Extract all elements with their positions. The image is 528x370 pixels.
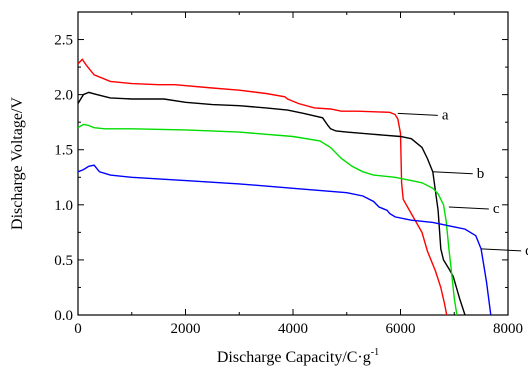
series-line-b bbox=[77, 91, 466, 316]
x-tick-label: 6000 bbox=[386, 321, 416, 337]
x-axis-title-main: Discharge Capacity/C·g bbox=[217, 349, 371, 366]
x-tick-label: 8000 bbox=[493, 321, 523, 337]
y-tick-label: 2.0 bbox=[54, 88, 73, 104]
plot-frame bbox=[77, 11, 509, 316]
y-tick-label: 1.5 bbox=[54, 143, 73, 159]
x-tick-label: 4000 bbox=[278, 321, 308, 337]
y-axis-title: Discharge Voltage/V bbox=[9, 97, 26, 230]
series-label-d: d bbox=[525, 243, 528, 259]
series-line-c bbox=[77, 123, 458, 316]
x-axis-title: Discharge Capacity/C·g-1 bbox=[217, 347, 379, 366]
leader-line-c bbox=[448, 206, 489, 210]
x-axis-title-superscript: -1 bbox=[371, 347, 379, 358]
leader-line-b bbox=[432, 171, 473, 175]
y-tick-label: 2.5 bbox=[54, 33, 73, 49]
series-label-b: b bbox=[477, 166, 485, 182]
series-label-c: c bbox=[493, 201, 500, 217]
series-labels: a b c d bbox=[397, 107, 528, 259]
axes bbox=[77, 11, 509, 316]
series-label-a: a bbox=[442, 107, 449, 123]
x-tick-label: 0 bbox=[74, 321, 82, 337]
y-tick-label: 0.0 bbox=[54, 308, 73, 324]
x-tick-label: 2000 bbox=[171, 321, 201, 337]
series-line-a bbox=[77, 58, 448, 316]
leader-line-d bbox=[481, 248, 522, 252]
ticks: 0 2000 4000 6000 8000 0.0 0.5 1.0 1.5 2.0 2.5 bbox=[54, 11, 523, 337]
leader-line-a bbox=[397, 112, 438, 116]
y-tick-label: 0.5 bbox=[54, 253, 73, 269]
series-line-d bbox=[77, 164, 492, 316]
plot-area bbox=[77, 58, 492, 316]
y-tick-label: 1.0 bbox=[54, 198, 73, 214]
